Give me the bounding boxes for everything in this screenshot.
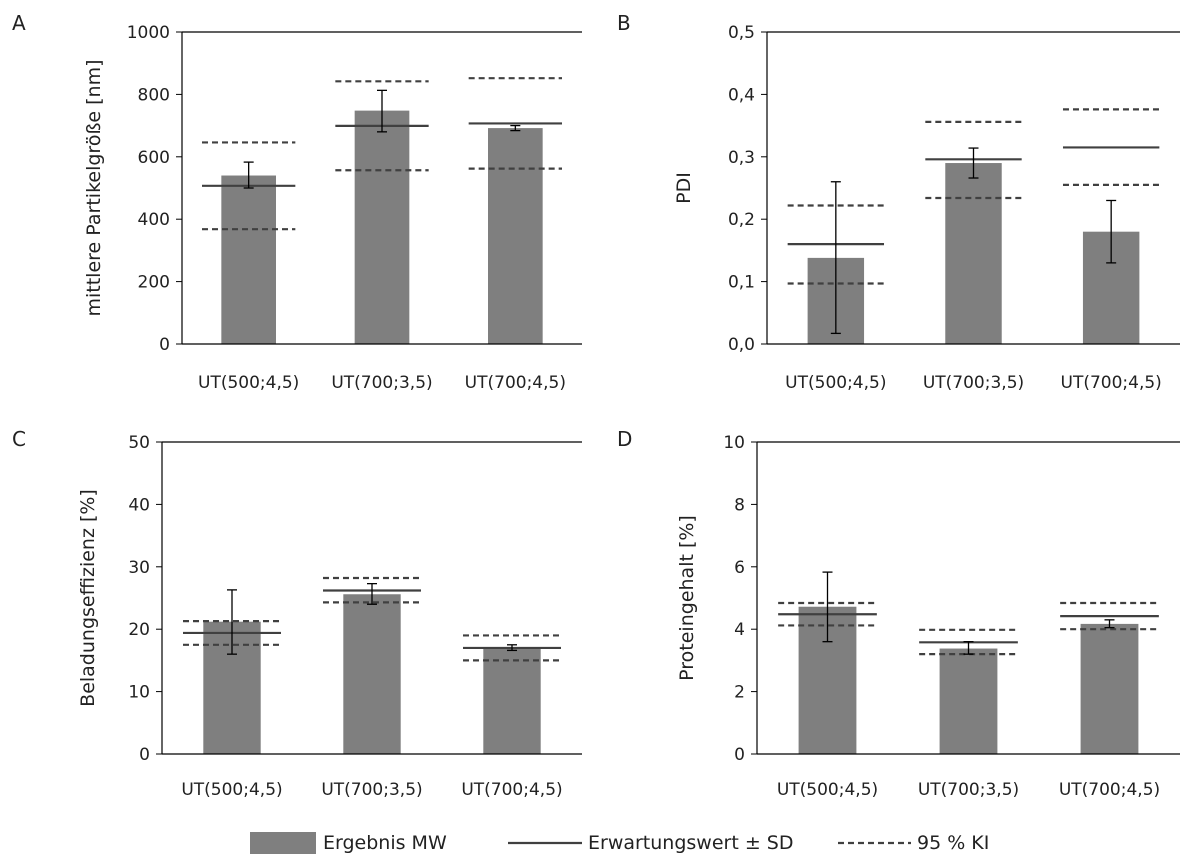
y-tick-label: 1000 <box>127 23 170 43</box>
legend-expected-label: Erwartungswert ± SD <box>588 832 793 854</box>
y-tick-label: 20 <box>128 620 150 640</box>
x-tick-label: UT(500;4,5) <box>785 373 886 393</box>
y-tick-label: 6 <box>734 558 745 578</box>
bar <box>488 128 543 344</box>
bar <box>483 647 541 754</box>
y-tick-label: 50 <box>128 433 150 453</box>
bar <box>1080 623 1139 754</box>
y-tick-label: 0 <box>139 745 150 765</box>
y-tick-label: 10 <box>128 683 150 703</box>
y-tick-label: 0 <box>159 335 170 355</box>
x-tick-label: UT(500;4,5) <box>777 780 878 800</box>
y-tick-label: 0,4 <box>728 85 755 105</box>
y-axis-title: mittlere Partikelgröße [nm] <box>83 59 105 316</box>
bar <box>343 594 401 754</box>
y-tick-label: 0,2 <box>728 210 755 230</box>
x-tick-label: UT(700;4,5) <box>465 373 566 393</box>
panel-c: C Beladungseffizienz [%] 0 10 20 30 40 50 UT(500… <box>12 427 582 800</box>
y-tick-label: 800 <box>138 85 170 105</box>
y-tick-label: 200 <box>138 273 170 293</box>
x-tick-label: UT(700;4,5) <box>1059 780 1160 800</box>
legend: Ergebnis MW Erwartungswert ± SD 95 % KI <box>250 832 989 854</box>
x-tick-label: UT(700;3,5) <box>918 780 1019 800</box>
y-tick-label: 0,1 <box>728 273 755 293</box>
y-tick-label: 0,5 <box>728 23 755 43</box>
x-tick-label: UT(500;4,5) <box>181 780 282 800</box>
x-tick-label: UT(700;3,5) <box>923 373 1024 393</box>
bar <box>945 163 1002 344</box>
y-tick-label: 0,0 <box>728 335 755 355</box>
y-tick-label: 2 <box>734 683 745 703</box>
x-tick-label: UT(500;4,5) <box>198 373 299 393</box>
panel-letter: D <box>617 427 632 451</box>
panel-d: D Proteingehalt [%] 0 2 4 6 8 10 UT(500;4,5) UT(7… <box>617 427 1180 800</box>
y-tick-label: 30 <box>128 558 150 578</box>
y-axis-title: Proteingehalt [%] <box>676 515 698 681</box>
y-tick-label: 8 <box>734 495 745 515</box>
y-tick-label: 400 <box>138 210 170 230</box>
legend-ci-label: 95 % KI <box>917 832 989 854</box>
panel-b: B PDI 0,0 0,1 0,2 0,3 0,4 0,5 UT(500;4,5) UT(700;… <box>617 11 1180 393</box>
y-axis-title: Beladungseffizienz [%] <box>77 489 99 707</box>
y-tick-label: 40 <box>128 495 150 515</box>
y-axis-title: PDI <box>673 172 695 204</box>
y-tick-label: 0,3 <box>728 148 755 168</box>
legend-bar-swatch <box>250 832 316 854</box>
y-tick-label: 0 <box>734 745 745 765</box>
bar <box>221 175 276 344</box>
bar <box>354 110 410 345</box>
x-tick-label: UT(700;3,5) <box>331 373 432 393</box>
panel-letter: A <box>12 11 26 35</box>
panel-letter: B <box>617 11 631 35</box>
y-tick-label: 4 <box>734 620 745 640</box>
bar <box>939 648 998 754</box>
x-tick-label: UT(700;3,5) <box>321 780 422 800</box>
panel-letter: C <box>12 427 26 451</box>
y-tick-label: 600 <box>138 148 170 168</box>
x-tick-label: UT(700;4,5) <box>1061 373 1162 393</box>
y-tick-label: 10 <box>723 433 745 453</box>
legend-bar-label: Ergebnis MW <box>323 832 447 854</box>
x-tick-label: UT(700;4,5) <box>461 780 562 800</box>
